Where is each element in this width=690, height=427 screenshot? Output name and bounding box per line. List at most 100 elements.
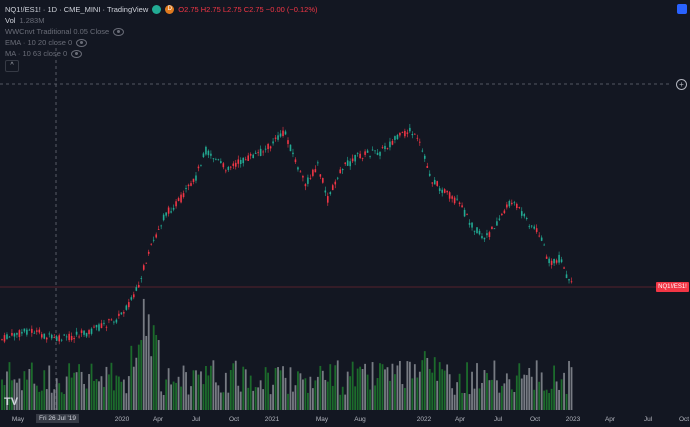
tradingview-logo[interactable]: TV: [4, 396, 19, 408]
volume-bar: [441, 369, 444, 410]
volume-bar: [311, 388, 314, 410]
candle-body: [374, 150, 376, 152]
volume-bar: [426, 357, 429, 410]
candle-body: [137, 285, 140, 288]
hide-eye-icon[interactable]: [113, 27, 125, 36]
volume-bar: [63, 393, 66, 410]
hide-eye-icon[interactable]: [71, 49, 83, 58]
candle-body: [282, 130, 284, 137]
volume-bar: [65, 376, 68, 410]
candle-body: [274, 137, 277, 139]
volume-bar: [103, 386, 105, 410]
volume-bar: [95, 379, 98, 410]
volume-bar: [113, 390, 115, 410]
volume-bar: [264, 367, 267, 410]
candle-body: [180, 194, 182, 203]
candle-body: [491, 226, 493, 230]
candle-body: [322, 178, 324, 183]
x-tick: May: [11, 416, 25, 423]
add-plus-icon[interactable]: +: [676, 79, 687, 90]
candle-body: [401, 131, 404, 133]
symbol-title[interactable]: NQ1!/ES1! · 1D · CME_MINI · TradingView: [5, 4, 149, 14]
chart-menu-button[interactable]: [677, 4, 687, 14]
candle-body: [123, 312, 125, 314]
candle-body: [545, 256, 548, 259]
volume-bar: [513, 392, 516, 410]
candle-body: [220, 161, 222, 163]
candle-body: [414, 133, 416, 135]
candle-body: [73, 338, 75, 340]
indicator-ma[interactable]: MA · 10 63 close 0: [5, 48, 68, 58]
candle-body: [548, 258, 550, 264]
volume-bar: [336, 360, 339, 410]
volume-bar: [486, 373, 488, 410]
volume-bar: [195, 370, 197, 410]
candle-body: [140, 278, 143, 279]
volume-bar: [43, 370, 46, 410]
candle-body: [409, 127, 411, 132]
candle-body: [314, 169, 317, 173]
x-tick: Oct: [228, 416, 240, 423]
candle-body: [468, 222, 471, 225]
volume-bar: [359, 366, 362, 410]
candle-body: [376, 152, 379, 155]
volume-bar: [257, 387, 260, 410]
candle-body: [411, 134, 414, 136]
indicator-ema[interactable]: EMA · 10 20 close 0: [5, 37, 73, 47]
candle-body: [85, 332, 88, 337]
indicator-ww[interactable]: WWCnvt Traditional 0.05 Close: [5, 26, 110, 36]
volume-bar: [167, 368, 170, 410]
candle-body: [404, 130, 406, 137]
volume-bar: [219, 392, 222, 410]
candle-body: [416, 137, 419, 139]
candle-body: [128, 302, 130, 308]
x-tick: Oct: [529, 416, 541, 423]
candle-body: [65, 336, 68, 338]
candle-body: [16, 333, 18, 335]
candle-body: [45, 337, 48, 340]
candle-body: [438, 188, 441, 191]
volume-bar: [438, 362, 441, 410]
x-axis[interactable]: May 2020 Apr Jul Oct 2021 May Aug 2022 A…: [0, 410, 690, 427]
candle-body: [58, 335, 60, 342]
candle-body: [53, 337, 56, 338]
volume-bar: [98, 381, 100, 410]
candle-body: [391, 140, 394, 145]
candle-body: [423, 155, 426, 159]
candle-body: [185, 188, 187, 190]
volume-bar: [500, 385, 503, 410]
candle-body: [230, 166, 232, 168]
candle-body: [568, 279, 570, 281]
volume-bar: [351, 361, 354, 410]
candle-body: [257, 152, 259, 154]
candle-body: [182, 193, 185, 198]
volume-value: 1.283M: [19, 15, 45, 25]
volume-bar: [210, 365, 212, 410]
volume-bar: [558, 389, 560, 410]
candle-body: [63, 334, 65, 336]
collapse-legend-button[interactable]: ^: [5, 59, 19, 72]
volume-label[interactable]: Vol: [5, 15, 16, 25]
volume-bar: [533, 389, 536, 410]
candle-body: [95, 324, 98, 328]
candle-body: [530, 225, 533, 227]
candle-body: [150, 243, 153, 245]
volume-bar: [297, 371, 299, 410]
hide-eye-icon[interactable]: [76, 38, 88, 47]
candle-body: [389, 141, 391, 148]
volume-bar: [518, 363, 521, 410]
candle-body: [103, 322, 105, 324]
candle-body: [23, 328, 26, 332]
candle-body: [346, 160, 349, 166]
volume-bar: [354, 386, 357, 410]
volume-bar: [510, 389, 513, 410]
candle-body: [83, 330, 85, 335]
volume-bar: [254, 387, 257, 410]
volume-bar: [448, 374, 451, 410]
volume-bar: [369, 389, 371, 410]
volume-bar: [528, 367, 531, 410]
volume-bar: [550, 388, 553, 410]
volume-bar: [185, 372, 187, 410]
price-tag: NQ1!/ES1!: [656, 282, 689, 292]
